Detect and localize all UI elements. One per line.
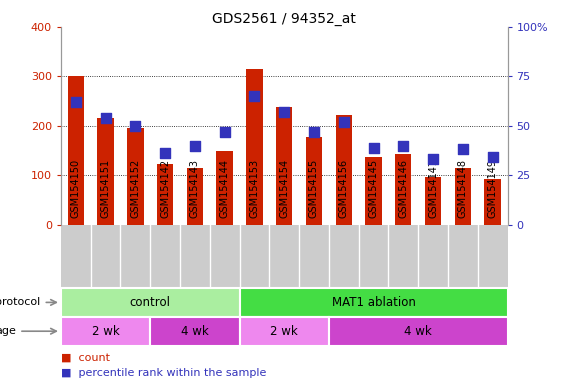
Text: protocol: protocol [0,297,56,308]
Bar [150,317,240,346]
Bar [240,288,508,317]
Point [369,144,378,151]
Bar [61,288,240,317]
Point [190,142,200,149]
Text: ■  percentile rank within the sample: ■ percentile rank within the sample [61,368,266,378]
Text: control: control [130,296,171,309]
Bar [68,76,84,225]
Point [280,109,289,115]
Point [250,93,259,99]
Point [398,142,408,149]
Bar [61,317,150,346]
Bar [365,157,382,225]
Point [161,151,170,157]
Point [339,119,349,125]
Text: MAT1 ablation: MAT1 ablation [332,296,415,309]
Point [71,99,81,105]
Bar [455,168,471,225]
Bar [395,154,411,225]
Text: ■  count: ■ count [61,353,110,363]
Point [130,123,140,129]
Text: age: age [0,326,56,336]
Point [429,156,438,162]
Bar [240,317,329,346]
Bar [216,151,233,225]
Point [458,146,467,152]
Text: 2 wk: 2 wk [270,325,298,338]
Point [488,154,497,161]
Text: 2 wk: 2 wk [92,325,119,338]
Bar [336,115,352,225]
Title: GDS2561 / 94352_at: GDS2561 / 94352_at [212,12,356,26]
Bar [425,177,441,225]
Point [309,129,318,135]
Bar [329,317,508,346]
Bar [276,108,292,225]
Bar [246,69,263,225]
Text: 4 wk: 4 wk [404,325,432,338]
Bar [484,179,501,225]
Bar [97,118,114,225]
Text: 4 wk: 4 wk [181,325,209,338]
Bar [306,137,322,225]
Bar [127,128,143,225]
Point [101,115,110,121]
Bar [157,164,173,225]
Point [220,129,229,135]
Bar [187,168,203,225]
